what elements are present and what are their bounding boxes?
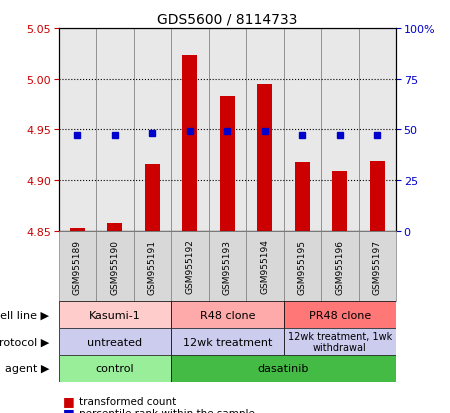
Bar	[70, 228, 85, 231]
FancyBboxPatch shape	[171, 355, 396, 382]
Text: ■: ■	[63, 394, 75, 407]
Text: 12wk treatment: 12wk treatment	[183, 337, 272, 347]
Text: GSM955196: GSM955196	[335, 239, 344, 294]
Bar	[321, 29, 359, 231]
Bar	[370, 161, 385, 231]
Text: R48 clone: R48 clone	[199, 310, 255, 320]
Text: protocol ▶: protocol ▶	[0, 337, 50, 347]
Text: dasatinib: dasatinib	[258, 363, 309, 374]
FancyBboxPatch shape	[96, 231, 134, 301]
FancyBboxPatch shape	[171, 231, 208, 301]
Bar	[145, 164, 160, 231]
Text: GSM955194: GSM955194	[260, 239, 269, 294]
Bar	[134, 29, 171, 231]
FancyBboxPatch shape	[284, 301, 396, 328]
Bar	[107, 223, 122, 231]
Bar	[359, 29, 396, 231]
FancyBboxPatch shape	[284, 328, 396, 355]
Bar	[246, 29, 284, 231]
Text: GSM955197: GSM955197	[373, 239, 382, 294]
Bar	[171, 29, 208, 231]
Text: GSM955195: GSM955195	[298, 239, 307, 294]
Text: GSM955192: GSM955192	[185, 239, 194, 294]
Text: untreated: untreated	[87, 337, 142, 347]
Bar	[257, 85, 272, 231]
FancyBboxPatch shape	[171, 328, 284, 355]
FancyBboxPatch shape	[321, 231, 359, 301]
Text: Kasumi-1: Kasumi-1	[89, 310, 140, 320]
Text: cell line ▶: cell line ▶	[0, 310, 50, 320]
FancyBboxPatch shape	[134, 231, 171, 301]
Title: GDS5600 / 8114733: GDS5600 / 8114733	[157, 12, 297, 26]
Text: 12wk treatment, 1wk
withdrawal: 12wk treatment, 1wk withdrawal	[288, 331, 392, 353]
Bar	[208, 29, 246, 231]
Text: ■: ■	[63, 406, 75, 413]
Text: percentile rank within the sample: percentile rank within the sample	[79, 408, 255, 413]
FancyBboxPatch shape	[246, 231, 284, 301]
FancyBboxPatch shape	[284, 231, 321, 301]
FancyBboxPatch shape	[58, 355, 171, 382]
Text: PR48 clone: PR48 clone	[309, 310, 371, 320]
Bar	[58, 29, 96, 231]
FancyBboxPatch shape	[58, 301, 171, 328]
Text: GSM955191: GSM955191	[148, 239, 157, 294]
Text: control: control	[95, 363, 134, 374]
Text: GSM955190: GSM955190	[110, 239, 119, 294]
Bar	[332, 171, 347, 231]
Bar	[284, 29, 321, 231]
Text: transformed count: transformed count	[79, 396, 176, 406]
Text: GSM955193: GSM955193	[223, 239, 232, 294]
Bar	[182, 56, 197, 231]
Bar	[295, 162, 310, 231]
FancyBboxPatch shape	[58, 231, 96, 301]
FancyBboxPatch shape	[359, 231, 396, 301]
FancyBboxPatch shape	[208, 231, 246, 301]
FancyBboxPatch shape	[171, 301, 284, 328]
Bar	[220, 97, 235, 231]
Bar	[96, 29, 134, 231]
Text: GSM955189: GSM955189	[73, 239, 82, 294]
FancyBboxPatch shape	[58, 328, 171, 355]
Text: agent ▶: agent ▶	[5, 363, 50, 374]
